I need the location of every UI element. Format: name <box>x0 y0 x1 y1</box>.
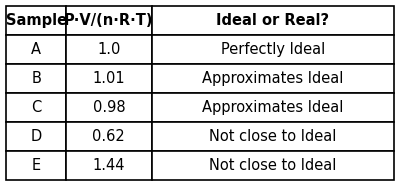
Text: Perfectly Ideal: Perfectly Ideal <box>221 42 325 57</box>
Text: 1.44: 1.44 <box>92 158 125 173</box>
Text: 1.01: 1.01 <box>92 71 125 86</box>
Bar <box>152 93 394 122</box>
Bar <box>66 93 152 122</box>
Bar <box>6 93 66 122</box>
Bar <box>6 35 66 64</box>
Text: Not close to Ideal: Not close to Ideal <box>209 129 336 144</box>
Bar <box>152 151 394 180</box>
Bar <box>66 6 152 35</box>
Text: 1.0: 1.0 <box>97 42 120 57</box>
Bar <box>66 64 152 93</box>
Text: Ideal or Real?: Ideal or Real? <box>216 13 329 28</box>
Text: C: C <box>31 100 41 115</box>
Text: Approximates Ideal: Approximates Ideal <box>202 100 344 115</box>
Bar <box>66 35 152 64</box>
Bar <box>6 64 66 93</box>
Text: Approximates Ideal: Approximates Ideal <box>202 71 344 86</box>
Text: E: E <box>32 158 41 173</box>
Text: D: D <box>30 129 42 144</box>
Bar <box>152 6 394 35</box>
Bar <box>66 151 152 180</box>
Text: Not close to Ideal: Not close to Ideal <box>209 158 336 173</box>
Text: 0.62: 0.62 <box>92 129 125 144</box>
Bar <box>6 122 66 151</box>
Text: P·V/(n·R·T): P·V/(n·R·T) <box>64 13 154 28</box>
Text: A: A <box>31 42 41 57</box>
Bar <box>66 122 152 151</box>
Bar <box>6 151 66 180</box>
Bar <box>152 122 394 151</box>
Text: Sample: Sample <box>6 13 67 28</box>
Bar <box>152 64 394 93</box>
Text: B: B <box>31 71 41 86</box>
Bar <box>6 6 66 35</box>
Bar <box>152 35 394 64</box>
Text: 0.98: 0.98 <box>92 100 125 115</box>
